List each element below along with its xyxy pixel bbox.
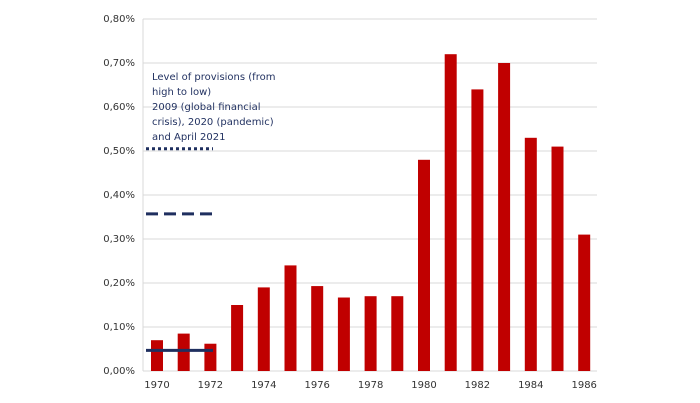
x-tick-label: 1980 xyxy=(411,380,436,391)
annotation: crisis), 2020 (pandemic) xyxy=(152,117,274,128)
bar xyxy=(231,305,244,371)
y-tick-label: 0,00% xyxy=(103,366,135,377)
y-tick-label: 0,40% xyxy=(103,190,135,201)
bar xyxy=(444,54,457,371)
y-tick-label: 0,10% xyxy=(103,322,135,333)
annotation: and April 2021 xyxy=(152,132,225,143)
bar xyxy=(418,159,430,371)
y-tick-label: 0,30% xyxy=(103,234,135,245)
bar xyxy=(311,286,324,371)
bar xyxy=(391,296,404,371)
annotation: Level of provisions (from xyxy=(152,72,275,83)
x-tick-label: 1970 xyxy=(144,380,169,391)
bar xyxy=(578,234,591,371)
bar xyxy=(498,63,511,371)
y-tick-label: 0,20% xyxy=(103,278,135,289)
x-tick-label: 1976 xyxy=(304,380,329,391)
y-tick-label: 0,80% xyxy=(103,14,135,25)
bar xyxy=(524,137,537,371)
x-tick-label: 1986 xyxy=(571,380,596,391)
y-tick-label: 0,50% xyxy=(103,146,135,157)
bar xyxy=(177,333,190,371)
x-tick-label: 1982 xyxy=(465,380,490,391)
annotation: 2009 (global financial xyxy=(152,102,261,113)
x-tick-label: 1984 xyxy=(518,380,543,391)
bar xyxy=(471,89,484,372)
bar xyxy=(257,287,270,371)
x-tick-label: 1972 xyxy=(198,380,223,391)
bar xyxy=(151,340,163,371)
bar xyxy=(284,265,297,371)
y-tick-label: 0,70% xyxy=(103,58,135,69)
annotation: high to low) xyxy=(152,87,211,98)
x-tick-label: 1978 xyxy=(358,380,383,391)
y-tick-label: 0,60% xyxy=(103,102,135,113)
bar xyxy=(204,343,217,371)
bar xyxy=(337,297,350,371)
bar xyxy=(364,296,377,371)
bar xyxy=(551,146,564,371)
x-tick-label: 1974 xyxy=(251,380,276,391)
